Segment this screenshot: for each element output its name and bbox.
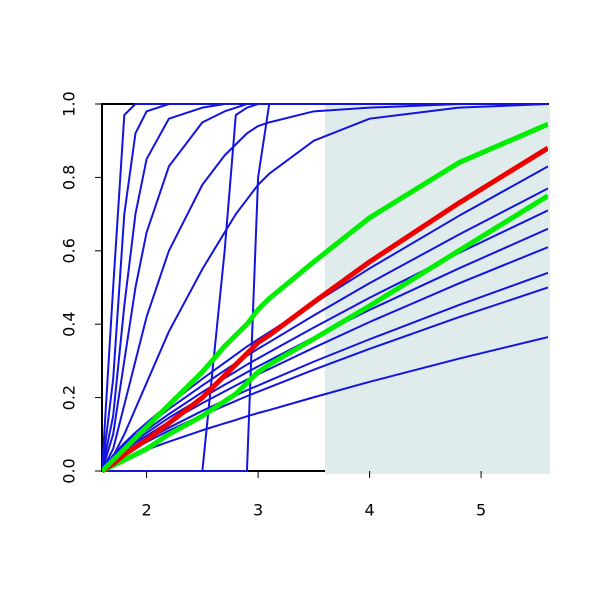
y-tick-label: 0.0 [60,458,79,483]
series-line [102,103,548,472]
y-tick-label: 0.8 [60,165,79,190]
plot-lines [102,103,548,473]
shaded-region [325,105,550,474]
x-tick-label: 4 [365,501,375,520]
y-tick-label: 0.6 [60,238,79,263]
y-tick-label: 1.0 [60,91,79,116]
y-tick-label: 0.4 [60,311,79,336]
series-line [102,103,548,472]
series-line [102,145,548,473]
x-tick-label: 2 [142,501,152,520]
y-tick-label: 0.2 [60,385,79,410]
series-line [102,193,548,473]
x-tick-label: 3 [253,501,263,520]
x-tick-label: 5 [476,501,486,520]
series-line [102,165,548,472]
series-line [102,103,548,472]
series-line [102,121,548,473]
